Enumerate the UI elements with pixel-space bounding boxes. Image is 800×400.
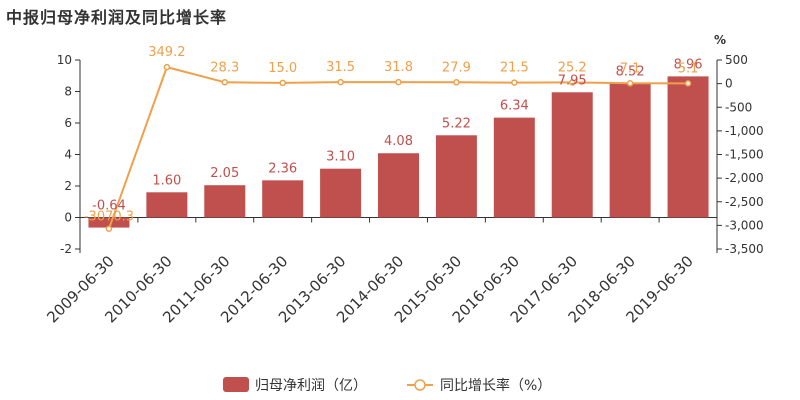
- bar: [320, 168, 362, 218]
- bar: [88, 217, 130, 228]
- growth-point: [684, 80, 692, 87]
- labels-group: -0.64 1.60 2.05 2.36 3.10 4.08 5.22 6.34 7.95 8.5…: [84, 45, 703, 225]
- y-right-tick-label: -1,500: [725, 148, 764, 162]
- bar-value-label: 8.52: [616, 64, 645, 79]
- bar-value-label: 3.10: [326, 150, 355, 165]
- growth-value-label: 15.0: [268, 61, 297, 76]
- growth-value-label: -3070.3: [84, 210, 134, 225]
- growth-value-label: 5.1: [678, 61, 699, 76]
- bar-value-label: 6.34: [500, 99, 529, 114]
- growth-value-label: 31.8: [384, 60, 413, 75]
- growth-value-label: 25.2: [558, 60, 587, 75]
- y-left-tick-label: -2: [60, 242, 72, 256]
- growth-point: [221, 79, 229, 86]
- y-left-tick-label: 0: [64, 211, 72, 225]
- growth-value-label: 27.9: [442, 60, 471, 75]
- bar-value-label: 2.36: [268, 161, 297, 176]
- legend-bar-label: 归母净利润（亿）: [255, 377, 367, 394]
- bars-group: [88, 76, 709, 228]
- y-right-tick-label: -1,000: [725, 124, 764, 138]
- bar: [435, 135, 477, 218]
- bar-value-label: 2.05: [210, 166, 239, 181]
- y-right-tick-label: -2,000: [725, 171, 764, 185]
- y-right-tick-label: -500: [725, 100, 752, 114]
- bar: [493, 117, 535, 218]
- bar-value-label: 7.95: [558, 73, 587, 88]
- y-right-tick-label: 0: [725, 77, 733, 91]
- growth-point: [626, 80, 634, 87]
- y-right-tick-label: -2,500: [725, 195, 764, 209]
- growth-value-label: 31.5: [326, 60, 355, 75]
- growth-value-label: 7.1: [620, 61, 641, 76]
- growth-value-label: 349.2: [148, 45, 185, 60]
- bar-value-label: 5.22: [442, 116, 471, 131]
- growth-point: [279, 79, 286, 87]
- bar: [609, 83, 651, 218]
- legend-line-marker: [414, 379, 426, 391]
- bar-value-label: 1.60: [152, 173, 181, 188]
- bar-value-label: 4.08: [384, 134, 413, 149]
- bar: [262, 180, 304, 218]
- growth-point: [453, 79, 460, 86]
- bar-value-label: 8.96: [674, 57, 703, 72]
- growth-point: [568, 79, 576, 86]
- y-left-tick-label: 2: [64, 179, 72, 193]
- y-left-tick-label: 10: [57, 53, 72, 67]
- bar: [146, 192, 188, 218]
- y-right-tick-label: -3,000: [725, 218, 764, 232]
- y-left-tick-label: 8: [64, 85, 72, 99]
- growth-point: [337, 78, 344, 86]
- y-right-tick-label: 500: [725, 53, 748, 67]
- bar: [378, 153, 419, 218]
- bar: [551, 92, 593, 218]
- growth-point: [105, 225, 113, 232]
- y-left-tick-label: 4: [64, 148, 72, 162]
- legend-line-label: 同比增长率（%）: [440, 377, 551, 394]
- y-right-tick-label: -3,500: [725, 242, 764, 256]
- bar: [204, 185, 246, 218]
- growth-value-label: 28.3: [210, 60, 239, 75]
- line-group: [105, 63, 692, 232]
- growth-point: [511, 79, 518, 86]
- legend-bar-swatch: [223, 377, 249, 392]
- y-left-tick-label: 6: [64, 116, 72, 130]
- growth-value-label: 21.5: [500, 61, 529, 76]
- y-right-unit: %: [714, 33, 726, 47]
- legend[interactable]: 归母净利润（亿） 同比增长率（%）: [223, 377, 551, 394]
- bar: [667, 76, 709, 218]
- growth-point: [163, 63, 171, 71]
- chart-title: 中报归母净利润及同比增长率: [6, 8, 228, 27]
- bar-value-label: -0.64: [92, 199, 126, 214]
- growth-point: [395, 78, 402, 86]
